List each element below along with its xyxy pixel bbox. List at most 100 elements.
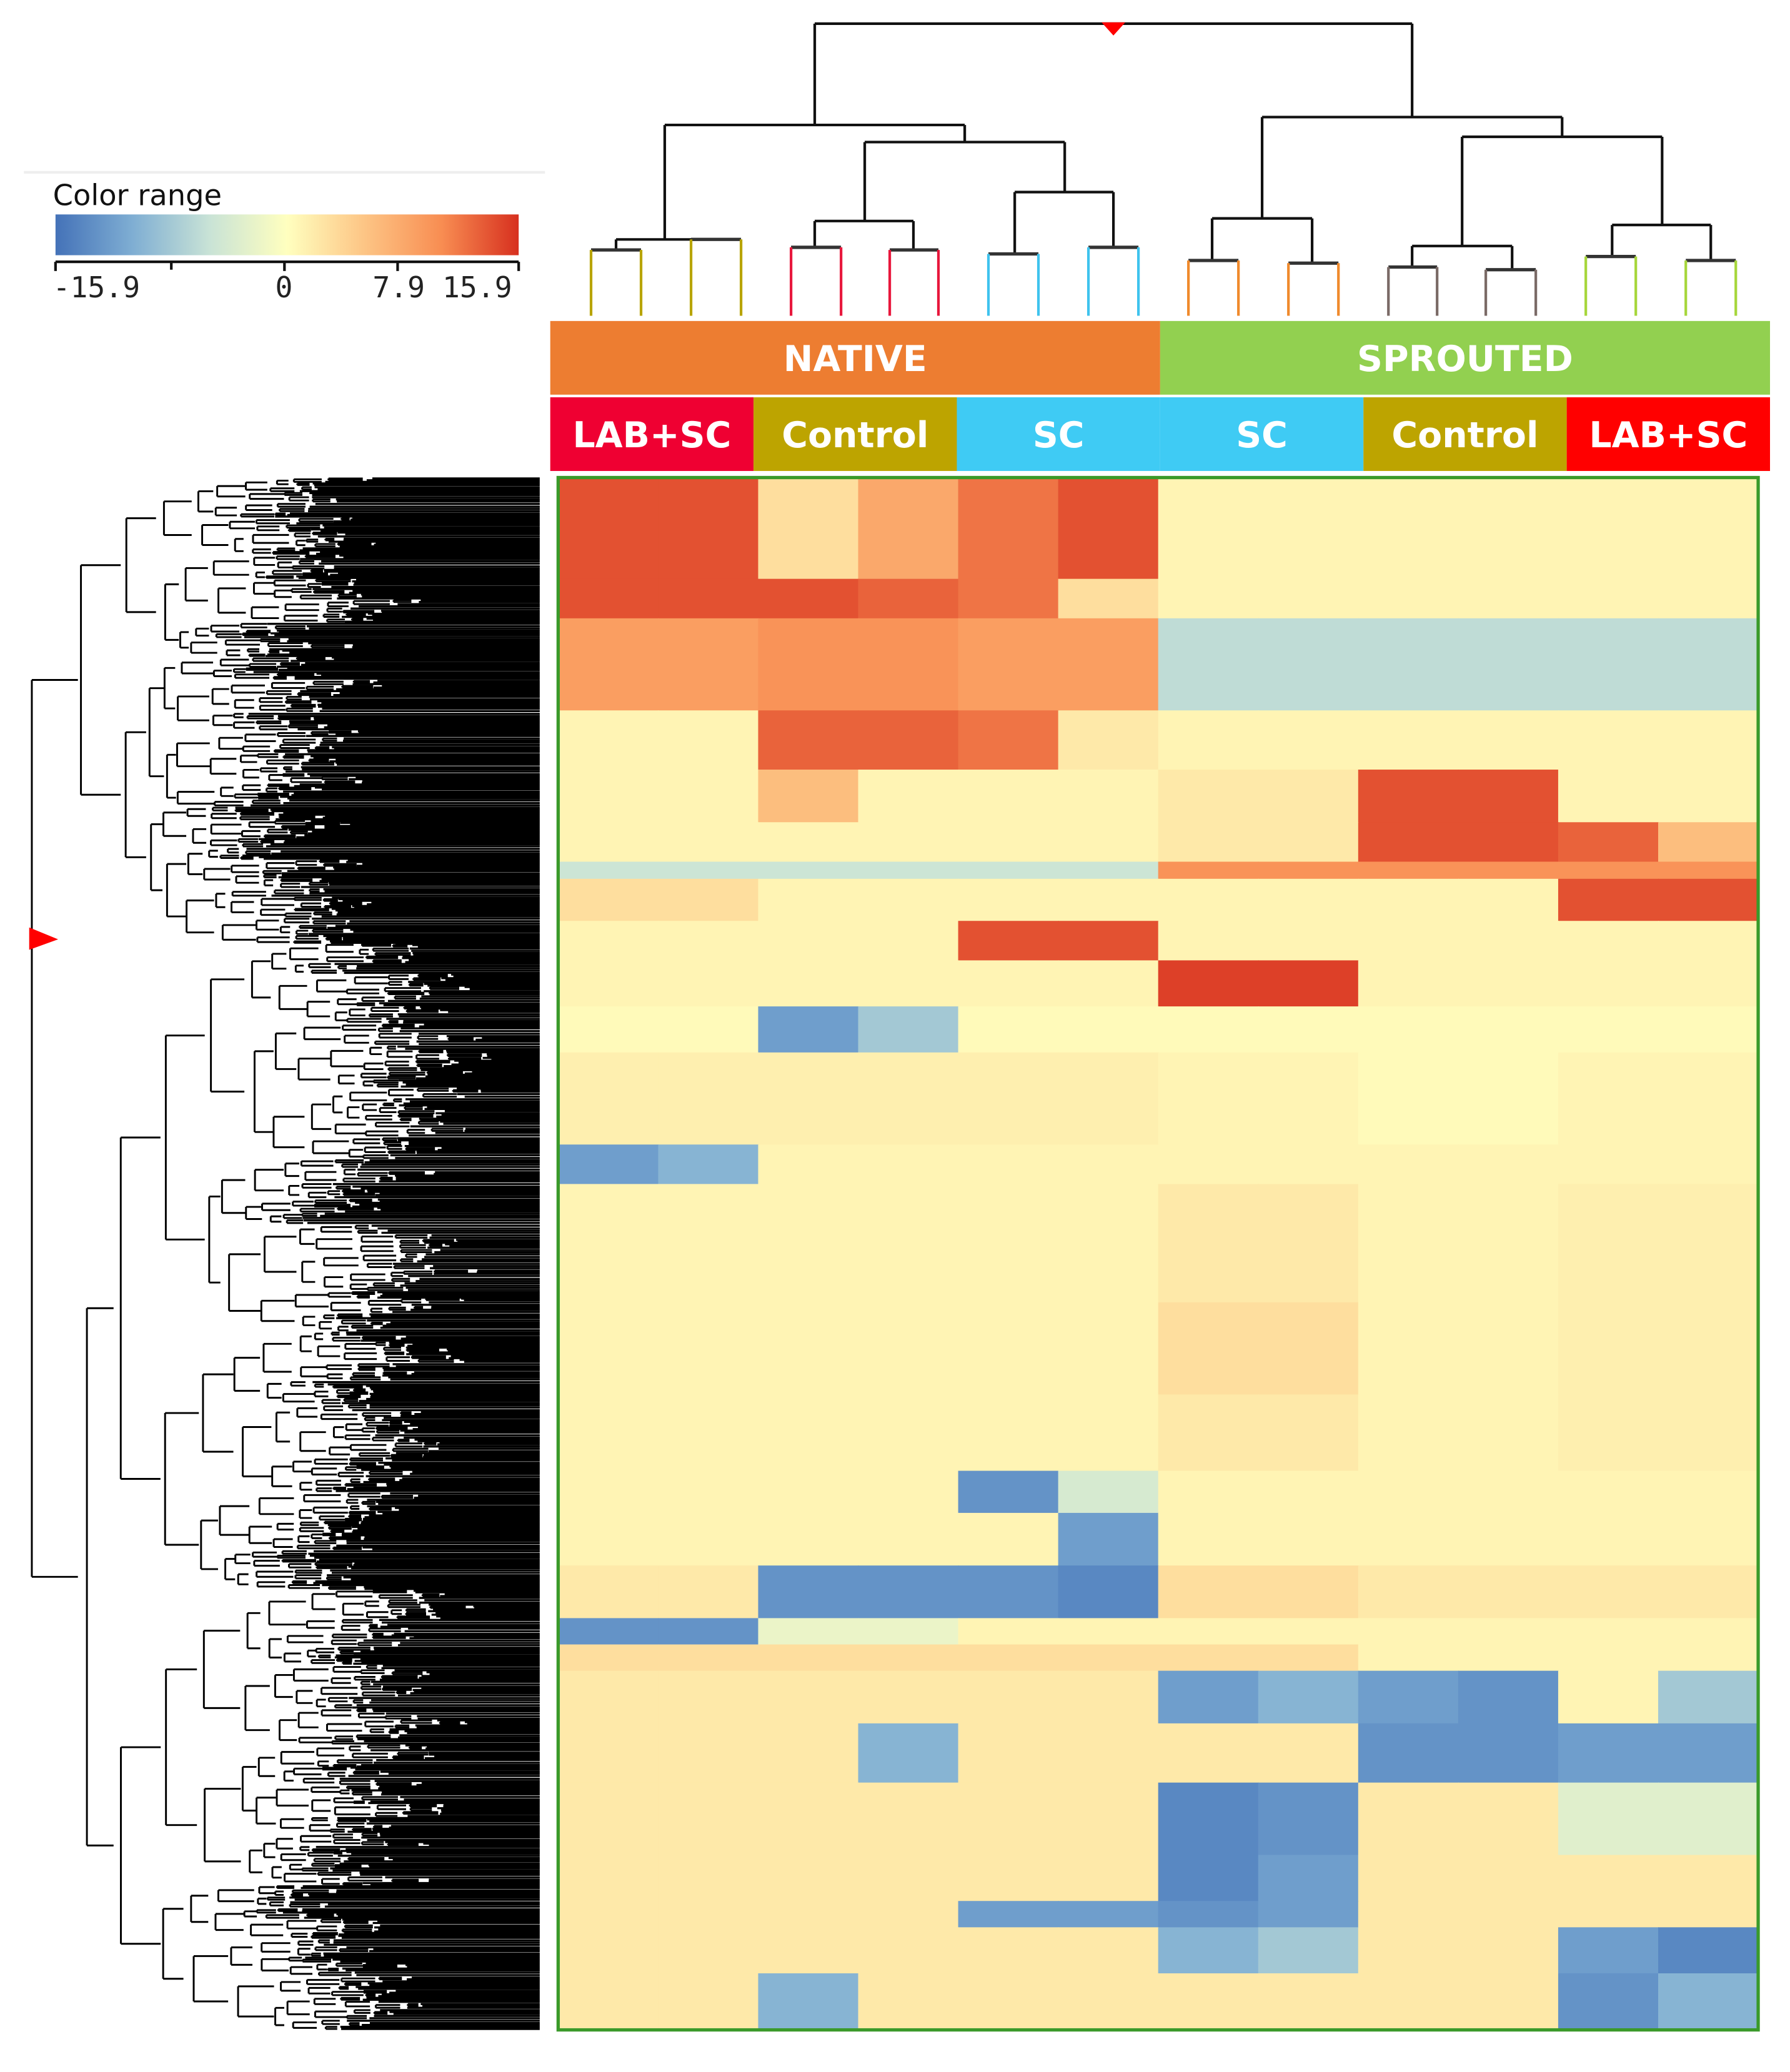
row-cut-marker-icon[interactable]: [29, 927, 59, 950]
heatmap-cell: [558, 1855, 659, 1902]
column-subgroup: [1363, 397, 1567, 471]
heatmap-cell: [658, 1901, 759, 1928]
heatmap-cell: [758, 1512, 859, 1567]
heatmap-cell: [1158, 618, 1259, 711]
heatmap-cell: [858, 878, 959, 922]
heatmap-cell: [1158, 822, 1259, 863]
heatmap-cell: [558, 1470, 659, 1514]
heatmap-cell: [858, 1644, 959, 1672]
heatmap-cell: [1258, 822, 1359, 863]
heatmap-cell: [1058, 1723, 1159, 1783]
heatmap-cell: [1258, 477, 1359, 580]
heatmap-cell: [1458, 1470, 1559, 1514]
heatmap-cell: [1558, 618, 1659, 711]
heatmap-cell: [1558, 1394, 1659, 1472]
heatmap-cell: [1058, 1855, 1159, 1902]
heatmap-cell: [1558, 578, 1659, 619]
row-dendrogram-leaves: [235, 477, 540, 2030]
heatmap-cell: [1158, 1901, 1259, 1928]
heatmap-cell: [1158, 1006, 1259, 1053]
heatmap-cell: [1458, 1644, 1559, 1672]
heatmap-cell: [558, 578, 659, 619]
heatmap-cell: [958, 770, 1059, 823]
heatmap-cell: [758, 1394, 859, 1472]
heatmap-cell: [1558, 1618, 1659, 1645]
heatmap-cell: [958, 1565, 1059, 1619]
heatmap-cell: [1158, 1618, 1259, 1645]
column-cut-marker-icon[interactable]: [1101, 22, 1126, 36]
heatmap-cell: [658, 861, 759, 880]
heatmap-cell: [658, 618, 759, 711]
heatmap-cell: [758, 822, 859, 863]
heatmap-cell: [1558, 822, 1659, 863]
heatmap-cell: [958, 822, 1059, 863]
heatmap-cell: [958, 1723, 1059, 1783]
heatmap-cell: [958, 1052, 1059, 1146]
heatmap-cell: [758, 861, 859, 880]
heatmap-cell: [958, 477, 1059, 580]
heatmap-cell: [1558, 710, 1659, 771]
heatmap-cell: [758, 878, 859, 922]
heatmap-cell: [658, 1470, 759, 1514]
heatmap-cell: [1358, 1927, 1459, 1975]
heatmap-cell: [1158, 1470, 1259, 1514]
heatmap-cell: [1158, 1512, 1259, 1567]
column-subgroup-label: SC: [1236, 415, 1288, 456]
heatmap-cell: [1658, 822, 1759, 863]
heatmap-cell: [858, 861, 959, 880]
heatmap-cell: [1458, 1723, 1559, 1783]
heatmap-cell: [1058, 1052, 1159, 1146]
heatmap-cell: [1458, 1565, 1559, 1619]
heatmap-cell: [1158, 1782, 1259, 1856]
heatmap-cell: [1358, 710, 1459, 771]
heatmap-cell: [958, 1782, 1059, 1856]
heatmap-cell: [758, 1901, 859, 1928]
heatmap-cell: [1258, 1782, 1359, 1856]
heatmap-cell: [1358, 1512, 1459, 1567]
heatmap-cell: [1058, 1184, 1159, 1304]
heatmap-cell: [1458, 1782, 1559, 1856]
heatmap-cell: [658, 1618, 759, 1645]
heatmap-cell: [1358, 1302, 1459, 1395]
column-dendrogram-leaf: [1287, 263, 1340, 316]
heatmap-cell: [758, 477, 859, 580]
heatmap-cell: [758, 1302, 859, 1395]
column-dendrogram-leaf: [689, 239, 743, 316]
heatmap-cell: [1158, 1302, 1259, 1395]
heatmap-cell: [1358, 960, 1459, 1008]
heatmap-cell: [758, 960, 859, 1008]
heatmap-cell: [858, 770, 959, 823]
heatmap-cell: [1158, 770, 1259, 823]
heatmap-cell: [658, 1670, 759, 1724]
heatmap-cell: [1458, 1973, 1559, 2031]
heatmap-cell: [1158, 1723, 1259, 1783]
heatmap-cell: [1658, 861, 1759, 880]
heatmap-cell: [1258, 1144, 1359, 1185]
heatmap-cell: [1458, 477, 1559, 580]
heatmap-cell: [1258, 770, 1359, 823]
heatmap-cell: [1658, 477, 1759, 580]
heatmap-cell: [858, 1782, 959, 1856]
heatmap-cell: [1358, 1470, 1459, 1514]
heatmap-cell: [1358, 1782, 1459, 1856]
heatmap-cell: [658, 921, 759, 961]
heatmap-cell: [1658, 921, 1759, 961]
heatmap-cell: [1058, 1565, 1159, 1619]
heatmap-cell: [1258, 1184, 1359, 1304]
heatmap-cell: [1658, 710, 1759, 771]
heatmap-cell: [1058, 861, 1159, 880]
heatmap-cell: [858, 960, 959, 1008]
heatmap-cell: [758, 1052, 859, 1146]
heatmap-cell: [1058, 1470, 1159, 1514]
heatmap-cell: [558, 1006, 659, 1053]
heatmap-cell: [1258, 861, 1359, 880]
heatmap-cell: [1258, 1644, 1359, 1672]
column-subgroup-label: Control: [782, 415, 928, 456]
heatmap-cell: [1258, 1470, 1359, 1514]
heatmap-cell: [1558, 1006, 1659, 1053]
heatmap-cell: [1558, 921, 1659, 961]
heatmap-cell: [658, 1184, 759, 1304]
heatmap-cell: [1358, 1644, 1459, 1672]
heatmap-cell: [1258, 1006, 1359, 1053]
heatmap-cell: [1558, 1901, 1659, 1928]
